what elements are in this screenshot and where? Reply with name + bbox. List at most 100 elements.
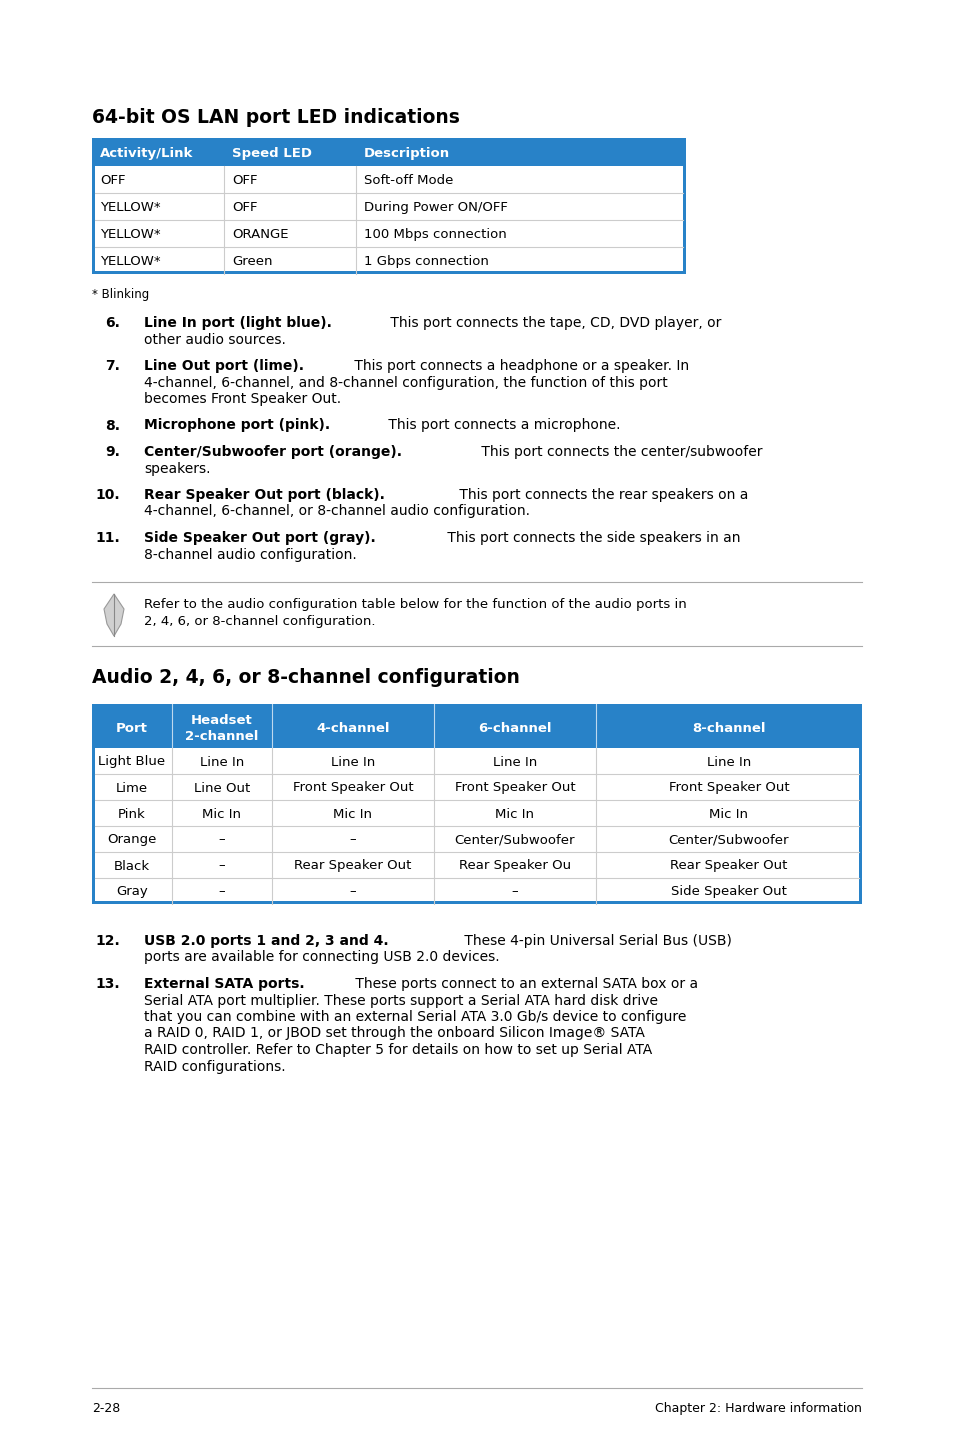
Bar (682, 138, 685, 275)
Bar (95, 165, 682, 193)
Text: Line In: Line In (706, 755, 750, 768)
Text: 13.: 13. (95, 976, 120, 991)
Text: Mic In: Mic In (495, 808, 534, 821)
Text: USB 2.0 ports 1 and 2, 3 and 4.: USB 2.0 ports 1 and 2, 3 and 4. (144, 935, 388, 948)
Text: Chapter 2: Hardware information: Chapter 2: Hardware information (655, 1402, 862, 1415)
Text: Mic In: Mic In (202, 808, 241, 821)
Text: Black: Black (113, 860, 150, 873)
Text: Center/Subwoofer port (orange).: Center/Subwoofer port (orange). (144, 444, 401, 459)
Text: Rear Speaker Out port (black).: Rear Speaker Out port (black). (144, 487, 384, 502)
Text: Rear Speaker Ou: Rear Speaker Ou (458, 860, 571, 873)
Text: Lime: Lime (116, 781, 148, 795)
Text: Gray: Gray (116, 886, 148, 899)
Text: This port connects the tape, CD, DVD player, or: This port connects the tape, CD, DVD pla… (386, 316, 721, 329)
Text: Soft-off Mode: Soft-off Mode (364, 174, 453, 187)
Text: –: – (350, 886, 355, 899)
Text: 1 Gbps connection: 1 Gbps connection (364, 255, 488, 267)
Bar (91, 745, 862, 748)
Text: 64-bit OS LAN port LED indications: 64-bit OS LAN port LED indications (91, 108, 459, 127)
Text: –: – (218, 886, 225, 899)
Text: 11.: 11. (95, 531, 120, 545)
Text: Speed LED: Speed LED (232, 147, 312, 160)
Text: becomes Front Speaker Out.: becomes Front Speaker Out. (144, 393, 341, 406)
Text: 10.: 10. (95, 487, 120, 502)
Text: a RAID 0, RAID 1, or JBOD set through the onboard Silicon Image® SATA: a RAID 0, RAID 1, or JBOD set through th… (144, 1027, 644, 1041)
Text: RAID controller. Refer to Chapter 5 for details on how to set up Serial ATA: RAID controller. Refer to Chapter 5 for … (144, 1043, 652, 1057)
Text: YELLOW*: YELLOW* (100, 255, 160, 267)
Bar (858, 705, 862, 905)
Text: External SATA ports.: External SATA ports. (144, 976, 304, 991)
Bar (91, 270, 685, 275)
Text: This port connects a microphone.: This port connects a microphone. (384, 418, 620, 433)
Text: Line In: Line In (493, 755, 537, 768)
Bar (95, 800, 858, 825)
Text: 9.: 9. (105, 444, 120, 459)
Text: Activity/Link: Activity/Link (100, 147, 193, 160)
Text: OFF: OFF (100, 174, 126, 187)
Text: Microphone port (pink).: Microphone port (pink). (144, 418, 330, 433)
Bar (95, 193, 682, 220)
Text: This port connects the side speakers in an: This port connects the side speakers in … (442, 531, 740, 545)
Text: other audio sources.: other audio sources. (144, 332, 286, 347)
Text: OFF: OFF (232, 174, 257, 187)
Text: Front Speaker Out: Front Speaker Out (293, 781, 413, 795)
Text: 4-channel, 6-channel, and 8-channel configuration, the function of this port: 4-channel, 6-channel, and 8-channel conf… (144, 375, 667, 390)
Text: OFF: OFF (232, 201, 257, 214)
Text: Serial ATA port multiplier. These ports support a Serial ATA hard disk drive: Serial ATA port multiplier. These ports … (144, 994, 658, 1008)
Text: RAID configurations.: RAID configurations. (144, 1060, 285, 1074)
Text: Rear Speaker Out: Rear Speaker Out (670, 860, 787, 873)
Text: YELLOW*: YELLOW* (100, 229, 160, 242)
Text: Front Speaker Out: Front Speaker Out (668, 781, 788, 795)
Text: These ports connect to an external SATA box or a: These ports connect to an external SATA … (351, 976, 698, 991)
Text: Headset
2-channel: Headset 2-channel (185, 713, 258, 742)
Text: Refer to the audio configuration table below for the function of the audio ports: Refer to the audio configuration table b… (144, 598, 686, 611)
Bar (95, 879, 858, 905)
Text: 4-channel: 4-channel (315, 722, 390, 735)
Text: Line Out: Line Out (193, 781, 250, 795)
Bar (91, 902, 862, 905)
Text: This port connects the center/subwoofer: This port connects the center/subwoofer (476, 444, 761, 459)
Bar (91, 162, 685, 165)
Text: Side Speaker Out port (gray).: Side Speaker Out port (gray). (144, 531, 375, 545)
Bar (95, 774, 858, 800)
Text: Side Speaker Out: Side Speaker Out (670, 886, 786, 899)
Bar (95, 851, 858, 879)
Text: ORANGE: ORANGE (232, 229, 288, 242)
Text: –: – (511, 886, 517, 899)
Text: 8.: 8. (105, 418, 120, 433)
Text: –: – (350, 834, 355, 847)
Text: –: – (218, 860, 225, 873)
Bar (91, 705, 95, 905)
Text: This port connects the rear speakers on a: This port connects the rear speakers on … (455, 487, 747, 502)
Text: ports are available for connecting USB 2.0 devices.: ports are available for connecting USB 2… (144, 951, 499, 965)
Text: Mic In: Mic In (334, 808, 372, 821)
Bar (91, 138, 685, 165)
Text: Line In: Line In (331, 755, 375, 768)
Text: –: – (218, 834, 225, 847)
Text: Green: Green (232, 255, 273, 267)
Text: YELLOW*: YELLOW* (100, 201, 160, 214)
Text: Front Speaker Out: Front Speaker Out (455, 781, 575, 795)
Bar (95, 748, 858, 774)
Text: Mic In: Mic In (709, 808, 748, 821)
Text: Line In: Line In (200, 755, 244, 768)
Bar (95, 247, 682, 275)
Text: Orange: Orange (107, 834, 156, 847)
Text: Center/Subwoofer: Center/Subwoofer (455, 834, 575, 847)
Bar (91, 705, 862, 748)
Text: 7.: 7. (105, 360, 120, 372)
Text: 6.: 6. (105, 316, 120, 329)
Bar (95, 825, 858, 851)
Text: that you can combine with an external Serial ATA 3.0 Gb/s device to configure: that you can combine with an external Se… (144, 1009, 685, 1024)
Text: Rear Speaker Out: Rear Speaker Out (294, 860, 412, 873)
Text: Description: Description (364, 147, 450, 160)
Text: 100 Mbps connection: 100 Mbps connection (364, 229, 506, 242)
Text: 2, 4, 6, or 8-channel configuration.: 2, 4, 6, or 8-channel configuration. (144, 615, 375, 628)
Text: 8-channel: 8-channel (692, 722, 765, 735)
Text: 6-channel: 6-channel (477, 722, 551, 735)
Text: Line In port (light blue).: Line In port (light blue). (144, 316, 332, 329)
Text: During Power ON/OFF: During Power ON/OFF (364, 201, 507, 214)
Text: These 4-pin Universal Serial Bus (USB): These 4-pin Universal Serial Bus (USB) (459, 935, 731, 948)
Text: Pink: Pink (118, 808, 146, 821)
Text: Port: Port (116, 722, 148, 735)
